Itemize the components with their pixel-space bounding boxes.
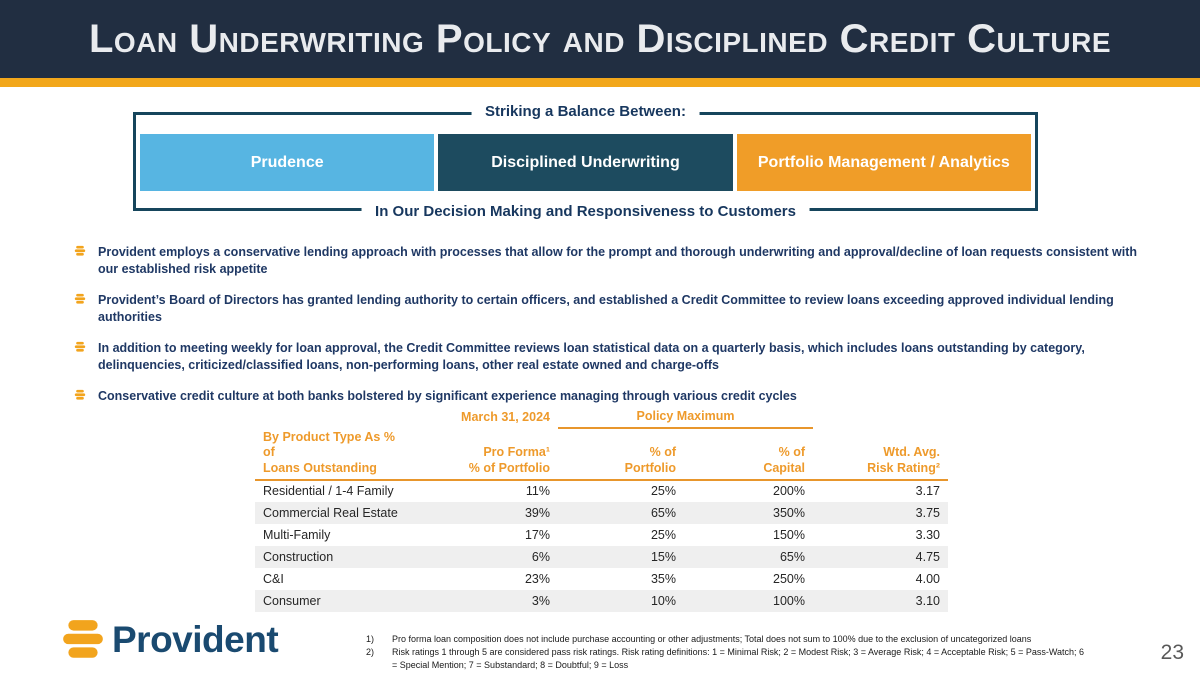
provident-wordmark: Provident (112, 619, 279, 660)
cell-value: 25% (650, 484, 676, 498)
table-header-row: By Product Type As % of Loans Outstandin… (255, 427, 948, 481)
cell-product: Consumer (263, 593, 321, 608)
table-row: Multi-Family 17% 25% 150% 3.30 (255, 524, 948, 546)
cell-value: 23% (524, 571, 550, 586)
footnote-text: Pro forma loan composition does not incl… (392, 634, 1032, 644)
cell-value: 15% (650, 549, 676, 564)
balance-diagram: Striking a Balance Between: Prudence Dis… (133, 103, 1038, 220)
cell-value: 100% (773, 593, 805, 608)
policy-maximum-header: Policy Maximum (558, 407, 813, 429)
footnote-number: 2) (366, 647, 375, 658)
column-header-risk-rating: Wtd. Avg. Risk Rating² (813, 427, 948, 481)
table-row: Construction 6% 15% 65% 4.75 (255, 545, 948, 568)
cell-product: Commercial Real Estate (263, 505, 398, 520)
cell-value: 250% (773, 571, 805, 586)
cell-value: 3% (531, 593, 550, 608)
cell-value: 39% (524, 505, 550, 520)
balance-top-label: Striking a Balance Between: (471, 103, 700, 120)
page-number: 23 (1160, 641, 1184, 664)
provident-logo-icon (60, 617, 106, 663)
provident-mark-bullet-icon (74, 389, 86, 401)
cell-product: C&I (263, 571, 284, 586)
bullet-text: Conservative credit culture at both bank… (98, 389, 797, 403)
footnote-item: 2) Risk ratings 1 through 5 are consider… (366, 646, 1086, 672)
balance-box-prudence: Prudence (140, 134, 435, 191)
balance-bottom-label: In Our Decision Making and Responsivenes… (361, 203, 810, 220)
march-31-2024-header: March 31, 2024 (461, 410, 550, 424)
cell-value: 35% (650, 571, 676, 586)
cell-value: 150% (773, 527, 805, 542)
column-header-pct-capital: % of Capital (684, 427, 813, 481)
page-title: Loan Underwriting Policy and Disciplined… (88, 16, 1112, 61)
cell-value: 4.75 (915, 549, 940, 564)
bullet-text: Provident’s Board of Directors has grant… (98, 293, 1114, 324)
cell-value: 3.75 (915, 505, 940, 520)
cell-value: 3.17 (915, 484, 940, 498)
cell-product: Residential / 1-4 Family (263, 484, 394, 498)
cell-value: 11% (525, 484, 550, 498)
column-header-product-type: By Product Type As % of Loans Outstandin… (255, 427, 415, 481)
balance-boxes: Prudence Disciplined Underwriting Portfo… (140, 134, 1031, 191)
cell-value: 3.10 (915, 593, 940, 608)
footnote-item: 1) Pro forma loan composition does not i… (366, 633, 1086, 646)
bullet-item: Conservative credit culture at both bank… (74, 388, 1152, 405)
provident-mark-bullet-icon (74, 293, 86, 305)
provident-mark-bullet-icon (74, 341, 86, 353)
footnote-number: 1) (366, 634, 375, 644)
title-bar: Loan Underwriting Policy and Disciplined… (0, 0, 1200, 78)
table-row: C&I 23% 35% 250% 4.00 (255, 568, 948, 590)
loan-policy-table: March 31, 2024 Policy Maximum By Product… (255, 407, 948, 612)
table-row: Commercial Real Estate 39% 65% 350% 3.75 (255, 501, 948, 524)
cell-value: 65% (779, 549, 805, 564)
column-header-pct-portfolio: % of Portfolio (558, 427, 684, 481)
footnote-text: Risk ratings 1 through 5 are considered … (392, 647, 1085, 671)
cell-value: 65% (650, 505, 676, 520)
cell-value: 200% (773, 484, 805, 498)
bullet-list: Provident employs a conservative lending… (74, 244, 1152, 420)
footnotes: 1) Pro forma loan composition does not i… (366, 633, 1086, 672)
balance-box-disciplined-underwriting: Disciplined Underwriting (438, 134, 733, 191)
accent-bar (0, 78, 1200, 87)
balance-box-portfolio-management: Portfolio Management / Analytics (736, 134, 1031, 191)
provident-logo: Provident (60, 617, 279, 663)
cell-value: 4.00 (915, 571, 940, 586)
bullet-item: Provident employs a conservative lending… (74, 244, 1152, 277)
cell-value: 6% (531, 549, 550, 564)
table-group-header-row: March 31, 2024 Policy Maximum (255, 407, 948, 429)
cell-product: Construction (263, 549, 334, 564)
cell-value: 350% (773, 505, 805, 520)
cell-value: 3.30 (915, 527, 940, 542)
cell-value: 10% (650, 593, 676, 608)
empty-header-cell (255, 407, 415, 428)
cell-value: 25% (650, 527, 676, 542)
bullet-item: In addition to meeting weekly for loan a… (74, 340, 1152, 373)
bullet-text: In addition to meeting weekly for loan a… (98, 341, 1085, 372)
cell-product: Multi-Family (263, 527, 331, 542)
provident-mark-bullet-icon (74, 245, 86, 257)
bullet-text: Provident employs a conservative lending… (98, 245, 1138, 276)
table-row: Consumer 3% 10% 100% 3.10 (255, 589, 948, 612)
bullet-item: Provident’s Board of Directors has grant… (74, 292, 1152, 325)
cell-value: 17% (524, 527, 550, 542)
table-row: Residential / 1-4 Family 11% 25% 200% 3.… (255, 480, 948, 502)
empty-header-cell (813, 407, 948, 428)
column-header-pro-forma: Pro Forma¹ % of Portfolio (415, 427, 558, 481)
